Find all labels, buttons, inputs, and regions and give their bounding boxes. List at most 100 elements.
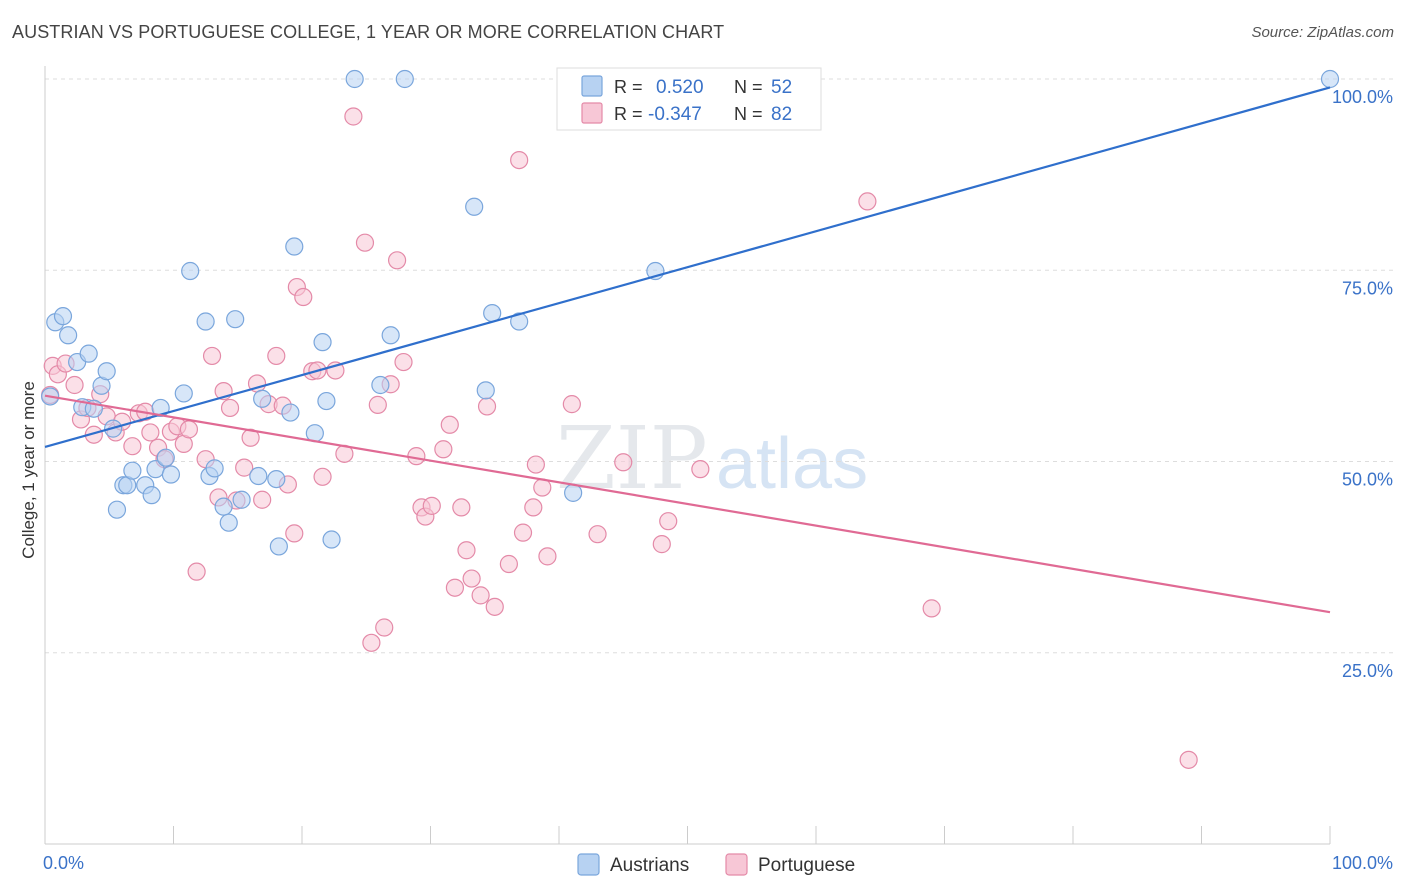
portuguese-trend-line	[44, 394, 1331, 614]
data-point	[123, 437, 142, 456]
data-point	[562, 395, 581, 414]
data-point	[214, 497, 233, 516]
portuguese-n-label: N =	[734, 104, 763, 124]
data-point	[465, 197, 484, 216]
data-point	[858, 192, 877, 211]
data-point	[375, 618, 394, 637]
data-point	[471, 586, 490, 605]
portuguese-r-value: -0.347	[648, 104, 702, 125]
y-tick-label: 25.0%	[1342, 661, 1393, 681]
data-point	[123, 461, 142, 480]
data-point	[156, 448, 175, 467]
data-point	[107, 500, 127, 519]
data-point	[614, 453, 633, 472]
data-point	[313, 333, 332, 352]
austrians-trend-line	[44, 86, 1331, 449]
data-point	[142, 486, 161, 505]
data-point	[524, 498, 543, 517]
austrians-r-value: 0.520	[656, 77, 704, 98]
gridlines	[45, 78, 1393, 654]
data-point	[362, 633, 381, 652]
source-note: Source: ZipAtlas.com	[1251, 24, 1394, 41]
legend-portuguese-swatch-icon	[725, 853, 748, 876]
stats-box: R = 0.520 N = 52 R = -0.347 N = 82	[556, 67, 822, 131]
data-point	[344, 107, 363, 126]
data-point	[226, 310, 245, 329]
austrians-n-value: 52	[771, 77, 792, 98]
data-point	[538, 547, 557, 566]
data-point	[510, 312, 529, 331]
data-point	[249, 466, 268, 486]
data-point	[97, 362, 116, 381]
data-point	[371, 375, 390, 395]
x-tick-label-max: 100.0%	[1332, 853, 1393, 873]
data-point	[477, 397, 497, 416]
data-point	[457, 541, 476, 560]
data-point	[205, 459, 224, 478]
data-point	[691, 460, 710, 479]
data-point	[269, 537, 288, 556]
data-point	[202, 346, 222, 366]
data-point	[141, 423, 160, 442]
data-point	[220, 398, 240, 418]
data-point	[59, 326, 78, 345]
data-point	[510, 150, 529, 170]
data-point	[196, 312, 215, 331]
x-axis-ticks	[173, 826, 1331, 844]
data-point	[476, 381, 495, 400]
data-point	[381, 326, 400, 345]
austrians-swatch-icon	[581, 75, 603, 97]
data-point	[513, 523, 533, 542]
data-point	[79, 344, 98, 363]
y-axis-title: College, 1 year or more	[19, 381, 38, 559]
austrians-n-label: N =	[734, 77, 763, 97]
legend: Austrians Portuguese	[577, 853, 855, 876]
data-point	[394, 352, 413, 372]
data-point	[267, 346, 286, 366]
data-point	[174, 384, 193, 403]
data-point	[564, 483, 583, 502]
y-tick-label: 50.0%	[1342, 470, 1393, 490]
data-point	[434, 440, 453, 459]
legend-austrians-label: Austrians	[610, 855, 689, 876]
legend-austrians-swatch-icon	[577, 853, 600, 876]
data-point	[281, 403, 300, 422]
data-point	[355, 233, 375, 252]
watermark-atlas: atlas	[716, 424, 868, 504]
y-tick-labels: 25.0% 50.0% 75.0% 100.0%	[1332, 87, 1393, 681]
data-point	[161, 465, 181, 484]
data-point	[445, 578, 465, 597]
legend-portuguese-label: Portuguese	[758, 855, 855, 876]
data-point	[462, 569, 481, 588]
data-point	[368, 395, 387, 414]
data-point	[526, 455, 545, 474]
data-point	[181, 261, 200, 281]
data-point	[313, 467, 332, 486]
data-point	[659, 512, 678, 531]
y-tick-label: 75.0%	[1342, 278, 1393, 298]
data-point	[452, 498, 471, 517]
data-point	[253, 389, 272, 408]
chart-title: AUSTRIAN VS PORTUGUESE COLLEGE, 1 YEAR O…	[12, 22, 725, 42]
data-point	[395, 69, 414, 89]
data-point	[588, 525, 607, 544]
data-point	[407, 447, 426, 466]
data-point	[322, 530, 341, 549]
data-point	[285, 524, 304, 543]
data-point	[1320, 69, 1340, 89]
x-tick-label-min: 0.0%	[43, 853, 84, 873]
data-point	[187, 562, 206, 581]
data-point	[253, 490, 272, 509]
data-point	[151, 398, 170, 418]
data-point	[219, 513, 238, 532]
data-point	[499, 554, 518, 574]
watermark: ZIP atlas	[556, 409, 868, 509]
data-point	[53, 307, 73, 326]
data-point	[285, 237, 304, 256]
data-point	[440, 415, 459, 434]
data-point	[65, 375, 84, 395]
data-point	[232, 490, 251, 509]
data-point	[235, 458, 254, 477]
data-point	[345, 69, 364, 89]
